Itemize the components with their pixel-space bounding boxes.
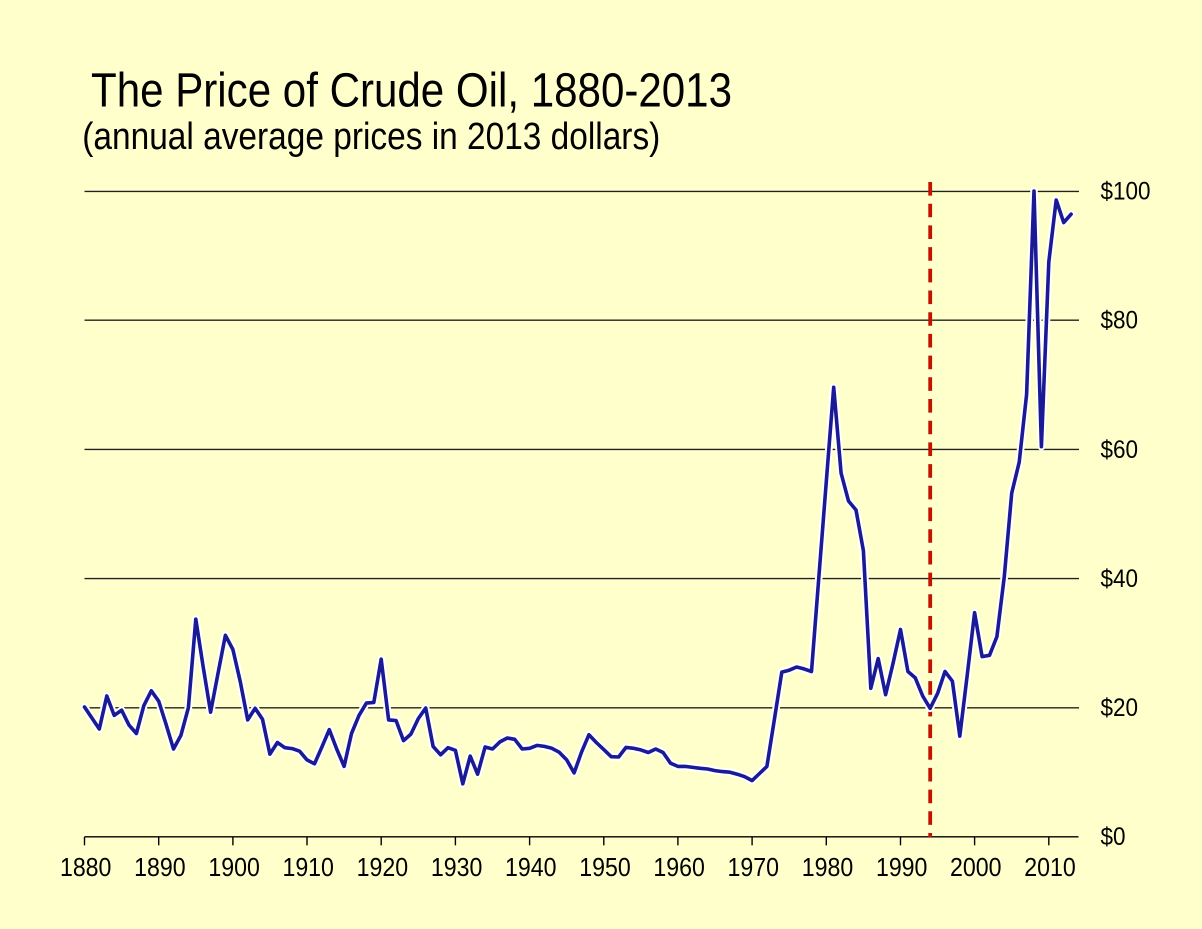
svg-text:2000: 2000 [950,852,1002,882]
svg-text:1960: 1960 [653,852,705,882]
svg-text:1930: 1930 [431,852,483,882]
svg-text:1950: 1950 [579,852,631,882]
svg-text:1910: 1910 [282,852,334,882]
svg-text:$60: $60 [1101,436,1139,464]
svg-text:1880: 1880 [60,852,112,882]
svg-text:1940: 1940 [505,852,557,882]
svg-text:1890: 1890 [134,852,186,882]
svg-text:1980: 1980 [802,852,854,882]
svg-text:(annual average prices in 2013: (annual average prices in 2013 dollars) [82,116,660,158]
svg-text:The Price of Crude Oil, 1880-2: The Price of Crude Oil, 1880-2013 [91,65,732,118]
svg-text:1900: 1900 [208,852,260,882]
svg-text:$80: $80 [1101,307,1139,335]
svg-text:$100: $100 [1101,177,1151,205]
svg-text:1970: 1970 [728,852,780,882]
svg-text:$40: $40 [1101,565,1139,593]
svg-text:2010: 2010 [1024,852,1076,882]
svg-text:1990: 1990 [876,852,928,882]
svg-text:1920: 1920 [357,852,409,882]
svg-text:$20: $20 [1101,694,1139,722]
svg-text:$0: $0 [1101,823,1126,851]
